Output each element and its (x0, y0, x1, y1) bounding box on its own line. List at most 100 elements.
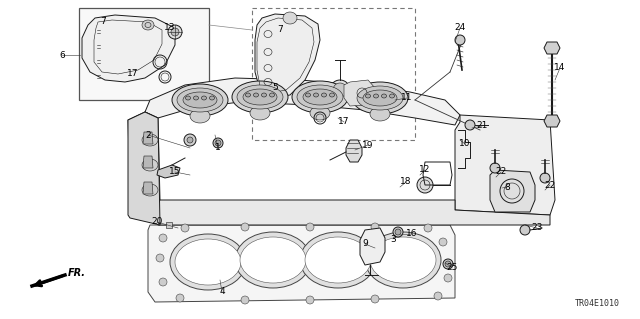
Text: FR.: FR. (68, 268, 86, 278)
Ellipse shape (363, 90, 397, 106)
Ellipse shape (352, 82, 408, 114)
Text: 4: 4 (219, 287, 225, 296)
Ellipse shape (305, 93, 310, 97)
Ellipse shape (241, 296, 249, 304)
Text: 22: 22 (545, 181, 556, 189)
Ellipse shape (168, 25, 182, 39)
Ellipse shape (520, 225, 530, 235)
Ellipse shape (142, 134, 158, 146)
Text: 13: 13 (164, 23, 176, 32)
Ellipse shape (269, 93, 275, 97)
Ellipse shape (232, 81, 288, 113)
Polygon shape (148, 225, 455, 302)
Text: 11: 11 (401, 93, 413, 102)
Ellipse shape (314, 93, 319, 97)
Ellipse shape (444, 274, 452, 282)
Ellipse shape (240, 237, 306, 283)
Ellipse shape (253, 93, 259, 97)
Ellipse shape (434, 292, 442, 300)
Ellipse shape (455, 35, 465, 45)
Ellipse shape (365, 94, 371, 98)
Ellipse shape (142, 159, 158, 171)
Text: 12: 12 (419, 166, 431, 174)
Ellipse shape (393, 227, 403, 237)
Ellipse shape (381, 94, 387, 98)
Ellipse shape (540, 173, 550, 183)
Ellipse shape (303, 89, 337, 105)
Ellipse shape (306, 296, 314, 304)
Ellipse shape (246, 93, 250, 97)
Ellipse shape (250, 106, 270, 120)
Ellipse shape (310, 106, 330, 120)
Ellipse shape (181, 224, 189, 232)
Text: 17: 17 (127, 69, 139, 78)
Text: 3: 3 (390, 234, 396, 243)
Text: 16: 16 (406, 229, 418, 239)
Ellipse shape (171, 28, 179, 36)
Polygon shape (255, 14, 320, 98)
Bar (79, 8, 209, 100)
Ellipse shape (183, 92, 217, 108)
Text: 19: 19 (362, 140, 374, 150)
Text: TR04E1010: TR04E1010 (575, 299, 620, 308)
Ellipse shape (213, 138, 223, 148)
Polygon shape (455, 115, 555, 215)
Text: 5: 5 (272, 83, 278, 92)
Ellipse shape (330, 93, 335, 97)
Ellipse shape (297, 85, 343, 109)
Polygon shape (157, 165, 180, 178)
Ellipse shape (209, 96, 214, 100)
Ellipse shape (306, 223, 314, 231)
Polygon shape (490, 170, 535, 212)
Text: 25: 25 (446, 263, 458, 271)
Text: 15: 15 (169, 167, 180, 176)
Text: 23: 23 (531, 224, 543, 233)
Ellipse shape (202, 96, 207, 100)
Ellipse shape (417, 177, 433, 193)
Polygon shape (360, 228, 385, 265)
Text: 6: 6 (59, 50, 65, 60)
Ellipse shape (333, 83, 347, 97)
Text: 2: 2 (145, 130, 151, 139)
Ellipse shape (445, 261, 451, 267)
Ellipse shape (374, 94, 378, 98)
Polygon shape (145, 78, 460, 125)
Polygon shape (155, 200, 550, 225)
Ellipse shape (187, 137, 193, 143)
Ellipse shape (443, 259, 453, 269)
Ellipse shape (390, 94, 394, 98)
Ellipse shape (465, 120, 475, 130)
Polygon shape (544, 115, 560, 127)
Polygon shape (128, 112, 160, 225)
Ellipse shape (370, 107, 390, 121)
Ellipse shape (142, 20, 154, 30)
Ellipse shape (371, 223, 379, 231)
Text: 7: 7 (277, 26, 283, 34)
Text: 22: 22 (495, 167, 507, 176)
Ellipse shape (243, 89, 277, 105)
Polygon shape (166, 222, 172, 228)
Ellipse shape (215, 140, 221, 146)
Ellipse shape (172, 84, 228, 116)
Ellipse shape (283, 12, 297, 24)
Ellipse shape (365, 232, 441, 288)
Ellipse shape (159, 234, 167, 242)
Ellipse shape (357, 86, 403, 110)
Text: 17: 17 (339, 117, 349, 127)
Ellipse shape (175, 239, 241, 285)
Ellipse shape (184, 134, 196, 146)
Text: 10: 10 (460, 139, 471, 149)
Ellipse shape (241, 223, 249, 231)
Text: 20: 20 (151, 218, 163, 226)
Ellipse shape (439, 238, 447, 246)
Ellipse shape (176, 294, 184, 302)
Text: 18: 18 (400, 177, 412, 187)
Ellipse shape (300, 232, 376, 288)
Ellipse shape (262, 93, 266, 97)
Text: 7: 7 (100, 18, 106, 26)
Ellipse shape (156, 254, 164, 262)
Ellipse shape (190, 109, 210, 123)
Ellipse shape (142, 184, 158, 196)
Ellipse shape (292, 81, 348, 113)
Ellipse shape (235, 232, 311, 288)
